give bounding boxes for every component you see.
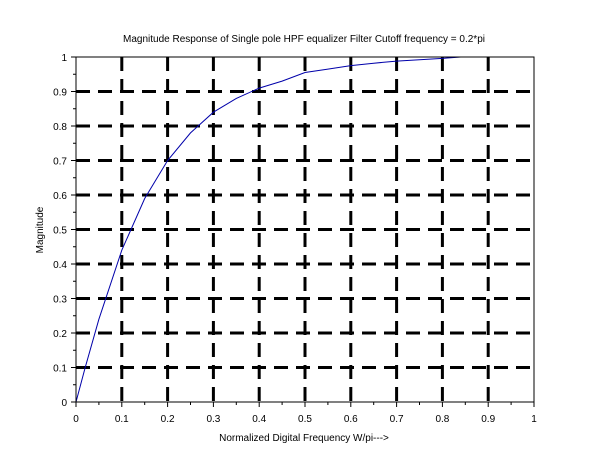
- y-tick-label: 0.9: [53, 88, 67, 99]
- series-line: [75, 56, 461, 403]
- grid: [76, 57, 534, 402]
- y-tick-label: 0.8: [53, 122, 67, 133]
- ticks: [71, 56, 535, 407]
- y-axis-label: Magnitude: [35, 206, 46, 253]
- x-tick-labels: 0 0.1 0.2 0.3 0.4 0.5 0.6 0.7 0.8 0.9 1: [73, 414, 537, 425]
- y-tick-label: 0.5: [53, 226, 67, 237]
- x-tick-label: 0.8: [435, 414, 449, 425]
- x-tick-label: 1: [531, 414, 537, 425]
- y-tick-label: 1: [61, 53, 67, 64]
- y-tick-label: 0.7: [53, 157, 67, 168]
- x-tick-label: 0.5: [298, 414, 312, 425]
- series-layer: [75, 56, 461, 403]
- x-tick-label: 0.2: [161, 414, 175, 425]
- x-tick-label: 0.6: [344, 414, 358, 425]
- x-tick-label: 0: [73, 414, 79, 425]
- x-tick-label: 0.4: [252, 414, 266, 425]
- x-axis-label: Normalized Digital Frequency W/pi--->: [219, 433, 389, 444]
- y-tick-label: 0.1: [53, 364, 67, 375]
- chart-title: Magnitude Response of Single pole HPF eq…: [123, 34, 485, 45]
- y-tick-label: 0.2: [53, 329, 67, 340]
- x-tick-label: 0.1: [115, 414, 129, 425]
- x-tick-label: 0.7: [390, 414, 404, 425]
- y-tick-label: 0.6: [53, 191, 67, 202]
- y-tick-labels: 0 0.1 0.2 0.3 0.4 0.5 0.6 0.7 0.8 0.9 1: [53, 53, 67, 409]
- x-tick-label: 0.3: [206, 414, 220, 425]
- y-tick-label: 0: [61, 398, 67, 409]
- y-tick-label: 0.3: [53, 295, 67, 306]
- y-tick-label: 0.4: [53, 260, 67, 271]
- x-tick-label: 0.9: [481, 414, 495, 425]
